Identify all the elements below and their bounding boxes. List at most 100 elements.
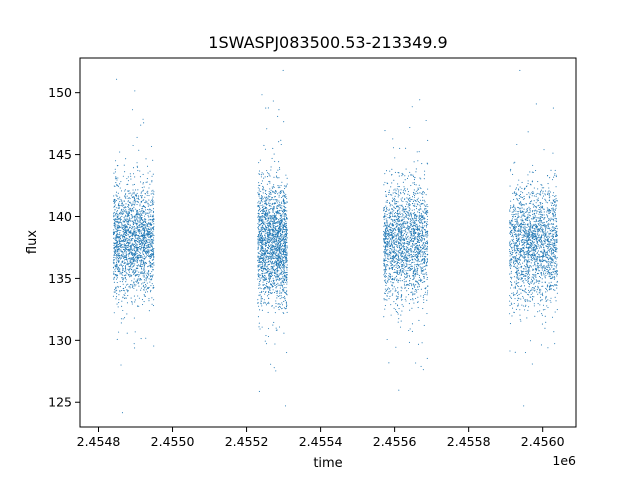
data-point <box>261 229 263 231</box>
data-point <box>122 254 124 256</box>
data-point <box>131 240 133 242</box>
data-point <box>396 270 398 272</box>
data-point <box>388 238 390 240</box>
data-point <box>273 250 275 252</box>
data-point <box>404 260 406 262</box>
data-point <box>404 287 406 289</box>
data-point <box>148 195 150 197</box>
data-point <box>385 195 387 198</box>
data-point <box>141 197 143 199</box>
data-point <box>265 254 267 256</box>
data-point <box>118 299 120 301</box>
data-point <box>393 271 396 273</box>
data-point <box>126 289 128 291</box>
data-point <box>391 259 393 261</box>
data-point <box>120 272 122 274</box>
data-point <box>115 176 117 178</box>
data-point <box>266 278 268 281</box>
data-point <box>285 241 287 243</box>
data-point <box>130 228 132 230</box>
data-point <box>127 204 129 206</box>
data-point <box>116 293 118 295</box>
data-point <box>281 231 284 234</box>
data-point <box>148 230 150 233</box>
data-point <box>280 219 283 221</box>
data-point <box>128 211 130 213</box>
data-point <box>406 238 408 240</box>
data-point <box>152 232 154 234</box>
data-point <box>123 228 125 231</box>
data-point <box>281 304 284 306</box>
data-point <box>279 224 281 226</box>
data-point <box>396 253 398 256</box>
data-point <box>275 236 277 238</box>
data-point <box>152 208 154 210</box>
data-point <box>145 245 147 247</box>
data-point <box>268 245 270 247</box>
data-point <box>264 196 266 198</box>
data-point <box>281 220 283 222</box>
data-point <box>149 281 151 283</box>
data-point <box>273 253 275 255</box>
data-point <box>257 269 259 271</box>
data-point <box>259 258 261 260</box>
data-point <box>392 251 394 253</box>
data-point <box>264 248 266 250</box>
data-point <box>281 280 283 282</box>
data-point <box>122 246 124 248</box>
data-point <box>391 279 393 281</box>
data-point <box>258 225 260 227</box>
data-point <box>264 229 266 231</box>
data-point <box>276 206 278 208</box>
data-point <box>383 298 385 300</box>
data-point <box>272 282 274 284</box>
data-point <box>279 228 281 230</box>
data-point <box>127 241 129 243</box>
data-point <box>394 191 396 193</box>
data-point <box>397 201 399 203</box>
data-point <box>393 197 396 199</box>
data-point <box>398 233 400 235</box>
data-point <box>126 230 128 232</box>
data-point <box>123 200 125 202</box>
data-point <box>393 278 395 280</box>
data-point <box>270 276 272 278</box>
data-point <box>265 256 268 259</box>
data-point <box>273 321 275 324</box>
data-point <box>134 228 136 230</box>
data-point <box>398 242 400 244</box>
data-point <box>140 249 142 251</box>
data-point <box>262 228 264 231</box>
data-point <box>396 260 398 262</box>
data-point <box>383 206 386 209</box>
data-point <box>283 215 285 217</box>
data-point <box>280 243 282 245</box>
data-point <box>115 274 117 276</box>
data-point <box>144 248 147 250</box>
data-point <box>127 180 129 182</box>
data-point <box>142 275 144 277</box>
data-point <box>113 278 115 280</box>
data-point <box>119 280 121 283</box>
data-point <box>141 271 143 273</box>
data-point <box>261 305 263 307</box>
data-point <box>268 292 270 294</box>
data-point <box>280 264 282 266</box>
data-point <box>262 290 264 292</box>
data-point <box>265 304 268 306</box>
data-point <box>144 212 146 214</box>
data-point <box>275 239 277 241</box>
data-point <box>392 220 394 222</box>
data-point <box>258 236 260 238</box>
data-point <box>262 188 264 190</box>
data-point <box>115 264 117 266</box>
data-point <box>283 222 285 224</box>
data-point <box>130 253 132 255</box>
data-point <box>117 198 119 200</box>
data-point <box>266 197 268 199</box>
data-point <box>264 231 266 233</box>
data-point <box>263 177 265 179</box>
data-point <box>386 228 388 230</box>
data-point <box>119 196 121 198</box>
data-point <box>139 230 141 232</box>
